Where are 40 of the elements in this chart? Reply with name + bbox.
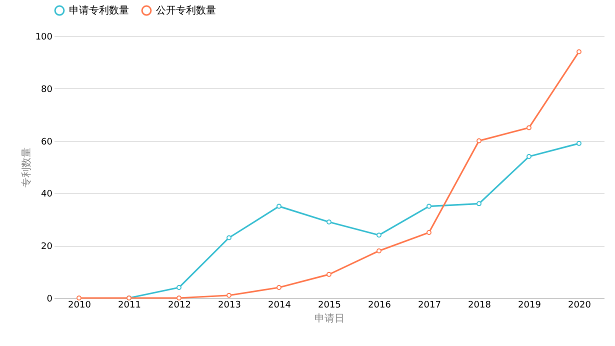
point [226,292,232,298]
point [426,230,432,235]
legend-label: 申请专利数量 [69,4,129,17]
y-tick-label: 80 [41,84,53,95]
x-tick-label: 2020 [568,300,592,310]
point [276,204,282,209]
point [526,125,532,130]
x-tick-label: 2012 [168,300,191,310]
x-tick-label: 2014 [268,300,292,310]
x-tick-label: 2015 [318,300,341,310]
point [576,49,582,54]
x-tick-label: 2016 [368,300,392,310]
point [176,285,182,290]
y-axis-title: 专利数量 [20,148,32,188]
x-tick-label: 2018 [468,300,492,310]
point [476,201,482,206]
x-tick-label: 2019 [518,300,542,310]
point [276,285,282,290]
point [326,220,332,225]
x-tick-label: 2017 [418,300,441,310]
x-axis-title: 申请日 [314,312,344,324]
x-tick-label: 2013 [218,300,241,310]
point [576,140,582,146]
point [426,204,432,209]
y-tick-label: 40 [41,190,53,200]
x-tick-label: 2010 [68,300,92,310]
legend-label: 公开专利数量 [156,4,216,17]
y-tick-label: 100 [35,32,53,42]
point [326,272,332,277]
y-tick-label: 60 [41,137,53,148]
point [376,232,382,238]
point [76,296,82,300]
point [476,138,482,144]
point [376,248,382,254]
point [526,154,532,160]
y-tick-label: 0 [46,294,53,304]
x-tick-label: 2011 [118,300,141,310]
point [176,296,182,300]
y-tick-label: 20 [41,242,53,252]
point [226,235,232,240]
